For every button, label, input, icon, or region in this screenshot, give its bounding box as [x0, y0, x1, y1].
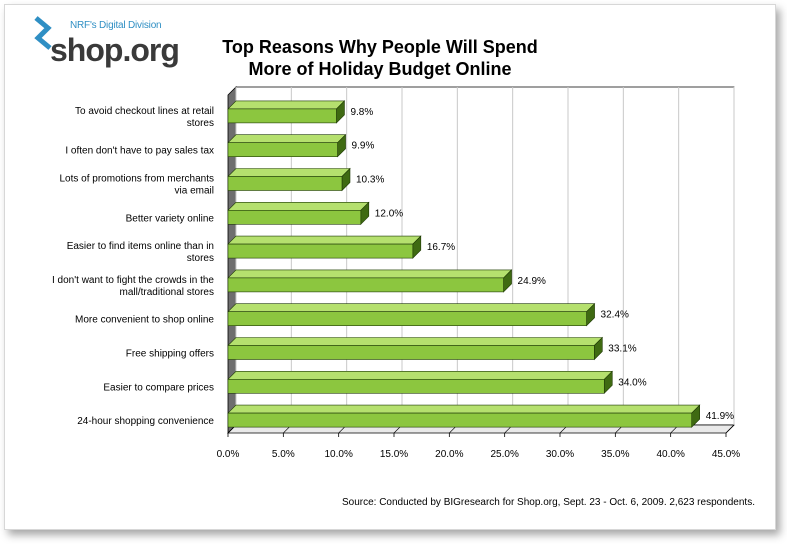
bar-top-face [227, 235, 422, 245]
category-label: Better variety online [126, 213, 215, 224]
category-label: stores [187, 118, 214, 129]
category-label: Lots of promotions from merchants [59, 174, 214, 185]
bar [227, 176, 343, 191]
logo-bracket-icon [34, 16, 52, 50]
bar-top-face [227, 168, 351, 177]
category-label: stores [187, 253, 214, 264]
bar-top-face [227, 269, 513, 279]
category-label: 24-hour shopping convenience [77, 416, 214, 427]
category-label: mall/traditional stores [120, 287, 214, 298]
x-tick-label: 0.0% [217, 449, 240, 460]
chart-title-line-2: More of Holiday Budget Online [248, 59, 512, 79]
x-tick-label: 5.0% [272, 449, 295, 460]
chart-title: Top Reasons Why People Will Spend More o… [180, 36, 580, 80]
bar-value-label: 9.9% [352, 141, 375, 152]
bar-top-face [227, 202, 370, 211]
bar-top-face [227, 134, 347, 143]
x-tick-label: 10.0% [324, 449, 352, 460]
bar-top-face [227, 337, 604, 346]
category-label: To avoid checkout lines at retail [75, 106, 214, 117]
bar [227, 108, 337, 124]
category-label: Easier to compare prices [103, 382, 214, 393]
bar-top-face [227, 404, 701, 414]
category-label: I often don't have to pay sales tax [65, 146, 214, 157]
category-label: Free shipping offers [126, 349, 214, 360]
bar-value-label: 24.9% [518, 276, 546, 287]
bar-top-face [227, 100, 346, 110]
bar [227, 345, 595, 360]
bar-value-label: 32.4% [601, 310, 629, 321]
x-tick-label: 45.0% [712, 449, 740, 460]
bar [227, 142, 338, 157]
x-tick-label: 25.0% [490, 449, 518, 460]
logo-wordmark: shop.org [50, 32, 180, 68]
logo-tagline: NRF's Digital Division [70, 20, 162, 31]
bar [227, 243, 414, 259]
bar-value-label: 12.0% [375, 208, 403, 219]
bar-value-label: 41.9% [706, 411, 734, 422]
bar-value-label: 34.0% [618, 377, 646, 388]
x-tick-label: 40.0% [656, 449, 684, 460]
bar [227, 210, 362, 225]
bar-value-label: 33.1% [608, 344, 636, 355]
shoporg-logo: NRF's Digital Division shop.org [30, 14, 190, 74]
bar [227, 412, 692, 428]
bar-value-label: 16.7% [427, 242, 455, 253]
bar [227, 378, 605, 394]
category-label: I don't want to fight the crowds in the [52, 275, 214, 286]
category-label: More convenient to shop online [75, 315, 214, 326]
x-tick-label: 20.0% [435, 449, 463, 460]
x-tick-label: 35.0% [601, 449, 629, 460]
bar-top-face [227, 370, 613, 380]
floor-tick [725, 424, 735, 434]
category-label: Easier to find items online than in [67, 241, 214, 252]
chart-title-line-1: Top Reasons Why People Will Spend [222, 37, 538, 57]
source-note: Source: Conducted by BIGresearch for Sho… [341, 497, 755, 508]
bar-top-face [227, 303, 596, 313]
category-label: via email [175, 186, 214, 197]
x-tick-label: 15.0% [380, 449, 408, 460]
x-tick-label: 30.0% [546, 449, 574, 460]
bar-value-label: 9.8% [350, 107, 373, 118]
bar [227, 311, 587, 327]
bar [227, 277, 504, 293]
bar-value-label: 10.3% [356, 175, 384, 186]
